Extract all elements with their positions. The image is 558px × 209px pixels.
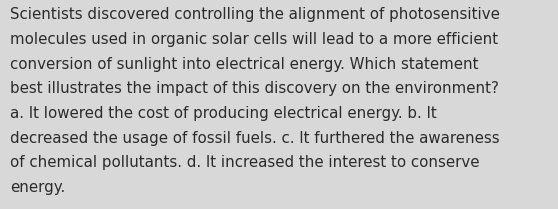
Text: best illustrates the impact of this discovery on the environment?: best illustrates the impact of this disc… [10,81,499,96]
Text: decreased the usage of fossil fuels. c. It furthered the awareness: decreased the usage of fossil fuels. c. … [10,131,499,146]
Text: of chemical pollutants. d. It increased the interest to conserve: of chemical pollutants. d. It increased … [10,155,479,170]
Text: conversion of sunlight into electrical energy. Which statement: conversion of sunlight into electrical e… [10,57,479,72]
Text: molecules used in organic solar cells will lead to a more efficient: molecules used in organic solar cells wi… [10,32,498,47]
Text: Scientists discovered controlling the alignment of photosensitive: Scientists discovered controlling the al… [10,7,500,22]
Text: a. It lowered the cost of producing electrical energy. b. It: a. It lowered the cost of producing elec… [10,106,437,121]
Text: energy.: energy. [10,180,65,195]
